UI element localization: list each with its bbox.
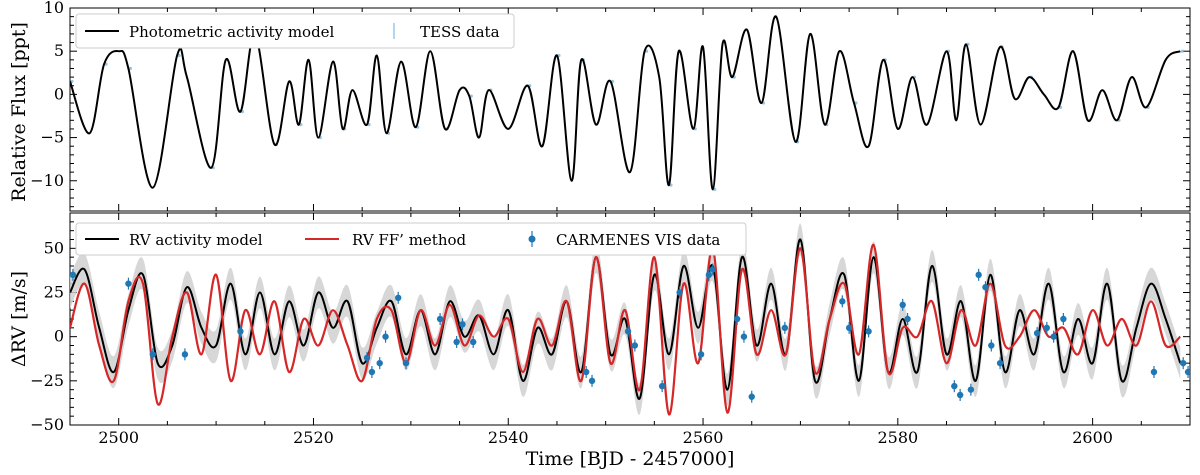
carmenes-point (781, 324, 789, 332)
legend-label-tess-data: TESS data (420, 23, 500, 41)
xtick-label-2560: 2560 (683, 428, 724, 447)
carmenes-point (951, 382, 958, 390)
legend-swatch-carmenes-vis-data (528, 235, 536, 243)
carmenes-point (181, 351, 189, 358)
carmenes-point (582, 368, 590, 376)
top-ticks (69, 7, 1191, 211)
carmenes-point (839, 298, 846, 305)
carmenes-point (237, 328, 244, 335)
carmenes-point (453, 338, 460, 346)
tess-data-point (1180, 49, 1184, 53)
carmenes-point (459, 321, 466, 328)
carmenes-point (845, 324, 853, 332)
carmenes-point (1184, 368, 1190, 376)
carmenes-point (382, 333, 389, 340)
carmenes-point (733, 315, 741, 323)
carmenes-point (697, 351, 705, 358)
top-ytick-label-0: 0 (54, 84, 64, 103)
legend-label-photometric-model: Photometric activity model (129, 23, 335, 41)
bottom-ytick-label-50: 50 (44, 238, 64, 257)
carmenes-point (975, 271, 982, 279)
carmenes-point (1050, 333, 1057, 340)
bottom-series-clipped (70, 223, 1190, 416)
bottom-legend-box (75, 222, 747, 256)
carmenes-point (1179, 359, 1187, 367)
photometric-activity-model-line (70, 15, 1181, 191)
top-ytick-label-10: 10 (44, 0, 64, 17)
carmenes-point (1060, 315, 1067, 323)
top-ytick-label-5: 5 (54, 41, 64, 60)
carmenes-point (705, 271, 713, 279)
bottom-ytick-labels: −50 −25 0 25 50 (30, 238, 64, 434)
carmenes-point (658, 382, 666, 390)
carmenes-point (470, 338, 477, 346)
xtick-label-2580: 2580 (877, 428, 918, 447)
bottom-xtick-labels: 2500 2520 2540 2560 2580 2600 (98, 428, 1113, 447)
carmenes-point (899, 301, 906, 309)
carmenes-point (988, 342, 995, 349)
bottom-panel: −50 −25 0 25 50 2500 2520 2540 2560 2580 2600 ΔRV… (8, 212, 1191, 470)
carmenes-point (1043, 324, 1051, 332)
carmenes-point (368, 368, 376, 376)
bottom-series (70, 223, 1190, 416)
x-axis-label: Time [BJD - 2457000] (526, 448, 735, 470)
bottom-ytick-label--25: −25 (30, 371, 64, 390)
top-panel: −10 −5 0 5 10 Relative Flux [ppt] Photometri… (8, 0, 1191, 212)
carmenes-point (904, 315, 911, 323)
carmenes-point (624, 328, 632, 335)
top-legend-box (75, 13, 515, 49)
carmenes-point (676, 289, 683, 296)
carmenes-point (1033, 329, 1041, 337)
carmenes-point (588, 377, 596, 385)
carmenes-point (376, 359, 383, 367)
legend-label-rv-ff-method: RV FF’ method (352, 231, 467, 249)
xtick-label-2520: 2520 (293, 428, 334, 447)
xtick-label-2540: 2540 (488, 428, 529, 447)
top-series-clipped (70, 15, 1184, 192)
carmenes-point (709, 266, 716, 273)
carmenes-point (436, 315, 444, 323)
bottom-y-axis-label: ΔRV [m/s] (8, 271, 30, 367)
carmenes-point (631, 342, 639, 349)
carmenes-point (125, 280, 132, 287)
carmenes-point (996, 359, 1004, 367)
top-ytick-labels: −10 −5 0 5 10 (30, 0, 64, 190)
carmenes-point (865, 328, 872, 335)
carmenes-point (740, 333, 748, 340)
bottom-ytick-label--50: −50 (30, 415, 64, 434)
top-ytick-label--10: −10 (30, 171, 64, 190)
carmenes-point (363, 354, 371, 362)
tess-data-point (713, 187, 717, 192)
xtick-label-2500: 2500 (98, 428, 139, 447)
carmenes-point (967, 386, 975, 393)
carmenes-point (982, 284, 989, 291)
top-legend: Photometric activity model TESS data (75, 13, 515, 49)
bottom-ticks (69, 212, 1191, 426)
bottom-legend: RV activity model RV FF’ method CARMENES… (75, 222, 747, 256)
carmenes-point (402, 359, 410, 367)
top-ytick-label--5: −5 (40, 128, 64, 147)
carmenes-point (149, 351, 156, 358)
bottom-ytick-label-25: 25 (44, 283, 64, 302)
carmenes-point (1150, 368, 1158, 376)
bottom-ytick-label-0: 0 (54, 327, 64, 346)
legend-label-carmenes-vis-data: CARMENES VIS data (556, 231, 720, 249)
rv-ff-method-line (70, 243, 1182, 416)
top-y-axis-label: Relative Flux [ppt] (8, 22, 30, 202)
legend-label-rv-activity-model: RV activity model (129, 231, 263, 249)
top-series (70, 15, 1184, 192)
carmenes-point (748, 393, 755, 400)
xtick-label-2600: 2600 (1072, 428, 1113, 447)
tess-data-point (128, 66, 133, 71)
carmenes-point (70, 271, 77, 279)
carmenes-point (956, 391, 964, 399)
carmenes-point (395, 294, 402, 301)
